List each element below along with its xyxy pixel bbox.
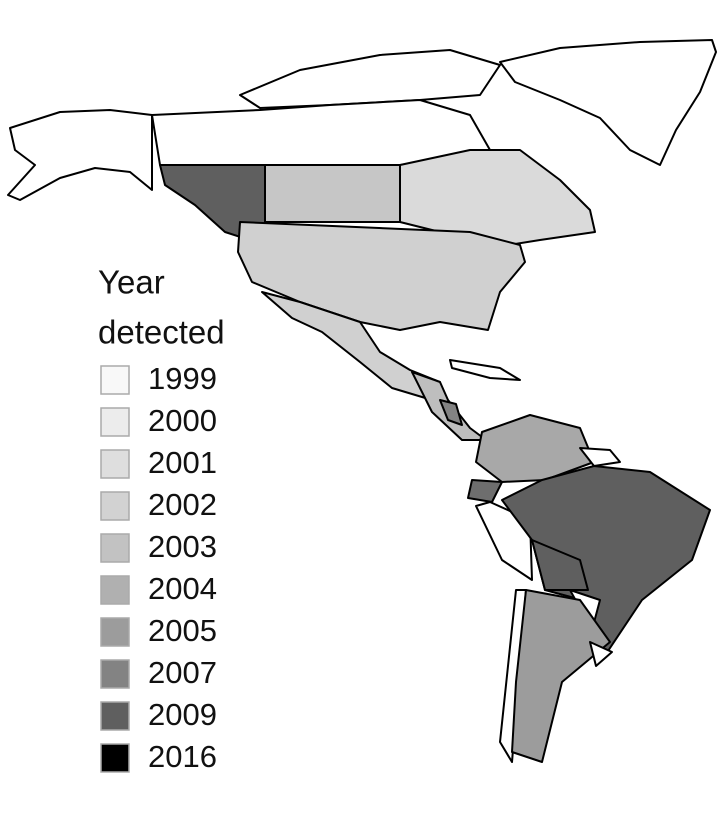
costa-rica xyxy=(439,399,463,426)
prairies xyxy=(264,164,401,223)
legend: Year detected 1999 2000 2001 2002 2003 2004 2005… xyxy=(98,264,225,774)
legend-swatch xyxy=(100,491,130,521)
alaska xyxy=(7,109,153,201)
legend-label: 2007 xyxy=(148,655,217,690)
guianas xyxy=(579,447,621,467)
eastern-canada xyxy=(399,149,596,249)
legend-swatch xyxy=(100,449,130,479)
legend-label: 2001 xyxy=(148,445,217,480)
argentina xyxy=(511,589,611,763)
legend-swatch xyxy=(100,365,130,395)
legend-label: 2000 xyxy=(148,403,217,438)
uruguay xyxy=(589,641,613,667)
bolivia xyxy=(531,539,589,591)
legend-label: 2009 xyxy=(148,697,217,732)
greenland xyxy=(499,39,717,166)
ecuador xyxy=(467,479,503,503)
legend-label: 1999 xyxy=(148,361,217,396)
legend-swatch xyxy=(100,575,130,605)
legend-label: 2004 xyxy=(148,571,217,606)
legend-title: detected xyxy=(98,314,225,351)
legend-label: 2003 xyxy=(148,529,217,564)
legend-label: 2005 xyxy=(148,613,217,648)
united-states xyxy=(237,221,526,331)
legend-swatch xyxy=(100,617,130,647)
caribbean xyxy=(449,359,521,381)
arctic-islands xyxy=(239,49,501,109)
legend-label: 2002 xyxy=(148,487,217,522)
legend-swatch xyxy=(100,407,130,437)
legend-swatch xyxy=(100,701,130,731)
legend-swatch xyxy=(100,743,130,773)
legend-swatch xyxy=(100,533,130,563)
northern-canada xyxy=(151,99,491,166)
chile xyxy=(499,589,527,763)
legend-title: Year xyxy=(98,264,165,301)
colombia-venezuela xyxy=(475,414,595,483)
legend-swatch xyxy=(100,659,130,689)
map-regions xyxy=(7,39,717,763)
legend-label: 2016 xyxy=(148,739,217,774)
